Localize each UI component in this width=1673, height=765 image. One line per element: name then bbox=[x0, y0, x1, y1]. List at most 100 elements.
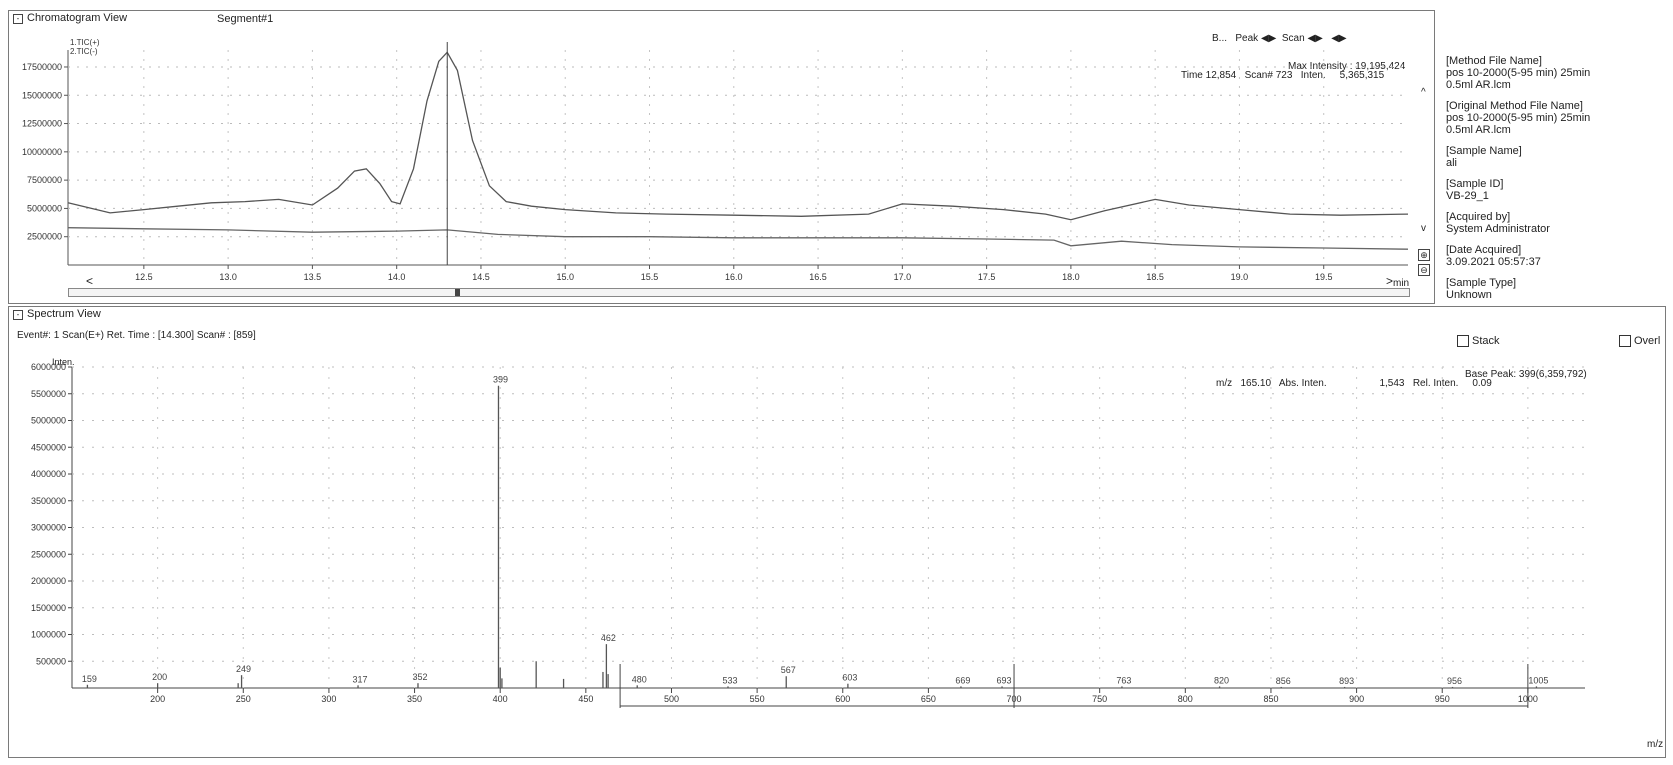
info-label: [Sample ID] bbox=[1446, 178, 1504, 190]
mz-value: 165.10 bbox=[1240, 378, 1272, 389]
peak-label: 893 bbox=[1339, 676, 1354, 686]
zoom-in-icon[interactable]: ⊕ bbox=[1418, 249, 1430, 261]
x-tick-label: 400 bbox=[493, 694, 508, 704]
stack-button[interactable]: Stack bbox=[1457, 335, 1500, 348]
x-tick-label: 600 bbox=[835, 694, 850, 704]
spectrum-x-unit: m/z bbox=[1647, 739, 1664, 750]
chromatogram-readout: Time 12,854 Scan# 723 Inten. 5,365,315 bbox=[1181, 70, 1384, 81]
x-tick-label: 19.0 bbox=[1231, 272, 1249, 282]
x-tick-label: 15.5 bbox=[641, 272, 659, 282]
x-tick-label: 16.0 bbox=[725, 272, 743, 282]
info-value: 0.5ml AR.lcm bbox=[1446, 124, 1511, 136]
sample-info-panel: [Method File Name] pos 10-2000(5-95 min)… bbox=[1446, 55, 1590, 310]
overlay-label: Overl bbox=[1634, 335, 1661, 347]
overlay-button[interactable]: Overl bbox=[1619, 335, 1661, 348]
scan-button[interactable]: Scan bbox=[1281, 33, 1305, 44]
peak-button[interactable]: Peak bbox=[1235, 33, 1259, 44]
info-value: VB-29_1 bbox=[1446, 190, 1489, 202]
spectrum-header: Event#: 1 Scan(E+) Ret. Time : [14.300] … bbox=[17, 330, 256, 341]
x-tick-label: 16.5 bbox=[809, 272, 827, 282]
chromatogram-plot[interactable]: 2500000 5000000 7500000 10000000 12500000 150… bbox=[0, 0, 1440, 305]
zoom-nav-icon[interactable]: ◀▶ bbox=[1331, 33, 1347, 44]
info-value: ali bbox=[1446, 157, 1458, 169]
chromatogram-panel: - Chromatogram View Segment#1 B... Peak … bbox=[8, 10, 1435, 304]
peak-label: 480 bbox=[632, 674, 647, 684]
peak-label: 1005 bbox=[1528, 675, 1548, 685]
x-tick-label: 17.0 bbox=[894, 272, 912, 282]
chromatogram-x-unit: min bbox=[1393, 278, 1410, 289]
info-sample-id: [Sample ID] VB-29_1 bbox=[1446, 178, 1590, 202]
x-tick-label: 750 bbox=[1092, 694, 1107, 704]
x-tick-label: 300 bbox=[321, 694, 336, 704]
x-tick-label: 550 bbox=[750, 694, 765, 704]
x-tick-label: 13.0 bbox=[219, 272, 237, 282]
peak-nav-icon[interactable]: ◀▶ bbox=[1260, 33, 1277, 44]
y-tick-label: 4500000 bbox=[31, 442, 66, 452]
y-tick-label: 5000000 bbox=[27, 203, 62, 213]
time-scrollbar[interactable] bbox=[68, 288, 1410, 297]
x-tick-label: 14.5 bbox=[472, 272, 490, 282]
info-acquired-by: [Acquired by] System Administrator bbox=[1446, 211, 1590, 235]
info-value: pos 10-2000(5-95 min) 25min bbox=[1446, 112, 1591, 124]
x-tick-label: 350 bbox=[407, 694, 422, 704]
y-tick-label: 500000 bbox=[36, 656, 66, 666]
x-tick-label: 850 bbox=[1263, 694, 1278, 704]
x-tick-label: 200 bbox=[150, 694, 165, 704]
y-tick-label: 2500000 bbox=[31, 549, 66, 559]
peak-label: 693 bbox=[997, 675, 1012, 685]
info-label: [Original Method File Name] bbox=[1446, 100, 1583, 112]
peak-label: 159 bbox=[82, 674, 97, 684]
x-tick-label: 500 bbox=[664, 694, 679, 704]
collapse-toggle-icon[interactable]: - bbox=[13, 14, 23, 24]
peak-label: 856 bbox=[1276, 676, 1291, 686]
scan-readout: Scan# 723 bbox=[1244, 70, 1293, 81]
x-tick-label: 900 bbox=[1349, 694, 1364, 704]
time-readout: Time 12,854 bbox=[1181, 70, 1237, 81]
x-tick-label: 18.5 bbox=[1146, 272, 1164, 282]
stack-label: Stack bbox=[1472, 335, 1500, 347]
info-method-file: [Method File Name] pos 10-2000(5-95 min)… bbox=[1446, 55, 1590, 91]
peak-label: 669 bbox=[955, 675, 970, 685]
y-tick-label: 2000000 bbox=[31, 576, 66, 586]
overlay-icon bbox=[1619, 335, 1631, 348]
legend-entry: 2.TIC(-) bbox=[70, 47, 98, 56]
zoom-out-icon[interactable]: ⊖ bbox=[1418, 264, 1430, 276]
chromatogram-toolbar: B... Peak ◀▶ Scan ◀▶ ◀▶ bbox=[1212, 33, 1347, 44]
y-tick-label: 3000000 bbox=[31, 523, 66, 533]
scan-nav-icon[interactable]: ◀▶ bbox=[1307, 33, 1323, 44]
peak-label: 820 bbox=[1214, 675, 1229, 685]
y-tick-label: 12500000 bbox=[22, 119, 62, 129]
x-tick-label: 650 bbox=[921, 694, 936, 704]
mz-readout: m/z 165.10 Abs. Inten. 1,543 Rel. Inten.… bbox=[1216, 378, 1492, 389]
series-line-1 bbox=[67, 51, 1409, 221]
scroll-up-icon[interactable]: ^ bbox=[1421, 87, 1426, 98]
info-sample-type: [Sample Type] Unknown bbox=[1446, 277, 1590, 301]
peak-label: 603 bbox=[842, 673, 857, 683]
info-value: Unknown bbox=[1446, 289, 1492, 301]
info-label: [Method File Name] bbox=[1446, 55, 1542, 67]
y-tick-label: 17500000 bbox=[22, 62, 62, 72]
info-label: [Acquired by] bbox=[1446, 211, 1511, 223]
peak-label: 352 bbox=[412, 672, 427, 682]
scroll-down-icon[interactable]: v bbox=[1421, 223, 1426, 234]
x-tick-label: 14.0 bbox=[388, 272, 406, 282]
collapse-toggle-icon[interactable]: - bbox=[13, 310, 23, 320]
b-button[interactable]: B... bbox=[1212, 33, 1228, 44]
series-line-2 bbox=[67, 227, 1409, 250]
scroll-left-icon[interactable]: < bbox=[86, 274, 94, 288]
peak-label: 249 bbox=[236, 664, 251, 674]
peak-label: 462 bbox=[601, 633, 616, 643]
y-tick-label: 2500000 bbox=[27, 232, 62, 242]
inten-label: Inten. bbox=[1300, 70, 1326, 81]
peak-label: 763 bbox=[1116, 675, 1131, 685]
info-label: [Date Acquired] bbox=[1446, 244, 1522, 256]
info-value: System Administrator bbox=[1446, 223, 1550, 235]
info-value: pos 10-2000(5-95 min) 25min bbox=[1446, 67, 1591, 79]
info-value: 3.09.2021 05:57:37 bbox=[1446, 256, 1541, 268]
stack-icon bbox=[1457, 335, 1469, 348]
peak-label: 200 bbox=[152, 672, 167, 682]
scroll-right-icon[interactable]: > bbox=[1386, 274, 1394, 288]
scrollbar-thumb[interactable] bbox=[455, 289, 460, 296]
peak-label: 956 bbox=[1447, 676, 1462, 686]
